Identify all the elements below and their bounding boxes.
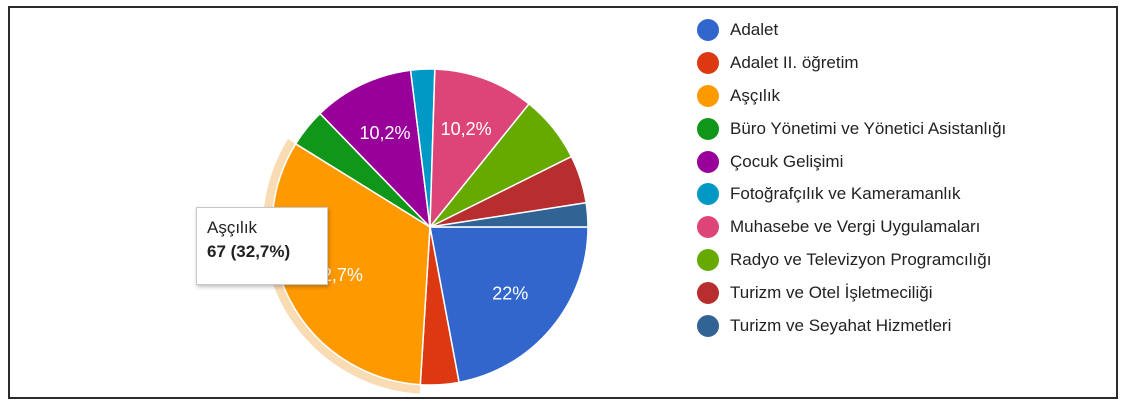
legend-item-cocuk-gelisimi[interactable]: Çocuk Gelişimi <box>697 145 1006 178</box>
legend-item-turizm-ve-otel-isletmeciligi[interactable]: Turizm ve Otel İşletmeciliği <box>697 276 1006 309</box>
pie-slice-turizm-ve-seyahat-hizmetleri[interactable] <box>429 201 589 228</box>
slice-label-muhasebe-ve-vergi-uygulamalari: 10,2% <box>441 119 492 139</box>
legend-item-buro-yonetimi-ve-yonetici-asistanligi[interactable]: Büro Yönetimi ve Yönetici Asistanlığı <box>697 112 1006 145</box>
legend-swatch <box>697 84 719 107</box>
labels-layer: 22%32,7%10,2% 10,2% <box>312 119 528 303</box>
legend-label: Radyo ve Televizyon Programcılığı <box>730 249 992 269</box>
legend-label: Turizm ve Seyahat Hizmetleri <box>730 315 952 335</box>
legend-swatch <box>697 52 719 75</box>
tooltip-title: Aşçılık <box>207 218 258 237</box>
tooltip: Aşçılık 67 (32,7%) <box>196 207 328 285</box>
legend-swatch <box>697 183 719 206</box>
legend-item-ascilik[interactable]: Aşçılık <box>697 80 1006 113</box>
slice-label-adalet: 22% <box>492 284 528 304</box>
legend-swatch <box>697 19 719 42</box>
legend-item-adalet-ii-ogretim[interactable]: Adalet II. öğretim <box>697 47 1006 80</box>
legend-swatch <box>697 117 719 140</box>
tooltip-value: 67 (32,7%) <box>207 242 291 261</box>
legend-label: Turizm ve Otel İşletmeciliği <box>730 282 933 302</box>
legend-item-muhasebe-ve-vergi-uygulamalari[interactable]: Muhasebe ve Vergi Uygulamaları <box>697 211 1006 244</box>
legend-label: Aşçılık <box>730 85 781 105</box>
legend-label: Fotoğrafçılık ve Kameramanlık <box>730 184 961 204</box>
legend-label: Adalet <box>730 20 779 40</box>
legend-label: Muhasebe ve Vergi Uygulamaları <box>730 217 981 237</box>
slices-layer <box>271 68 589 386</box>
legend-label: Adalet II. öğretim <box>730 53 859 73</box>
legend-item-fotografcilik-ve-kameramanlik[interactable]: Fotoğrafçılık ve Kameramanlık <box>697 178 1006 211</box>
pie-slice-ascilik[interactable] <box>271 142 431 386</box>
pie-slice-muhasebe-ve-vergi-uygulamalari[interactable] <box>429 68 531 230</box>
slice-label-cocuk-gelisimi: 10,2% <box>359 123 410 143</box>
legend-swatch <box>697 150 719 173</box>
legend-swatch <box>697 314 719 337</box>
legend-item-turizm-ve-seyahat-hizmetleri[interactable]: Turizm ve Seyahat Hizmetleri <box>697 309 1006 342</box>
legend-label: Büro Yönetimi ve Yönetici Asistanlığı <box>730 118 1007 138</box>
legend-label: Çocuk Gelişimi <box>730 151 844 171</box>
legend-item-radyo-ve-televizyon-programciligi[interactable]: Radyo ve Televizyon Programcılığı <box>697 244 1006 277</box>
legend-swatch <box>697 216 719 239</box>
legend-item-adalet[interactable]: Adalet <box>697 14 1006 47</box>
pie-slice-adalet[interactable] <box>429 226 589 384</box>
legend-swatch <box>697 281 719 304</box>
pie-slice-cocuk-gelisimi[interactable] <box>318 69 432 230</box>
legend-swatch <box>697 248 719 271</box>
legend: Adalet Adalet II. öğretim Aşçılık Büro Yöne… <box>697 14 1006 342</box>
